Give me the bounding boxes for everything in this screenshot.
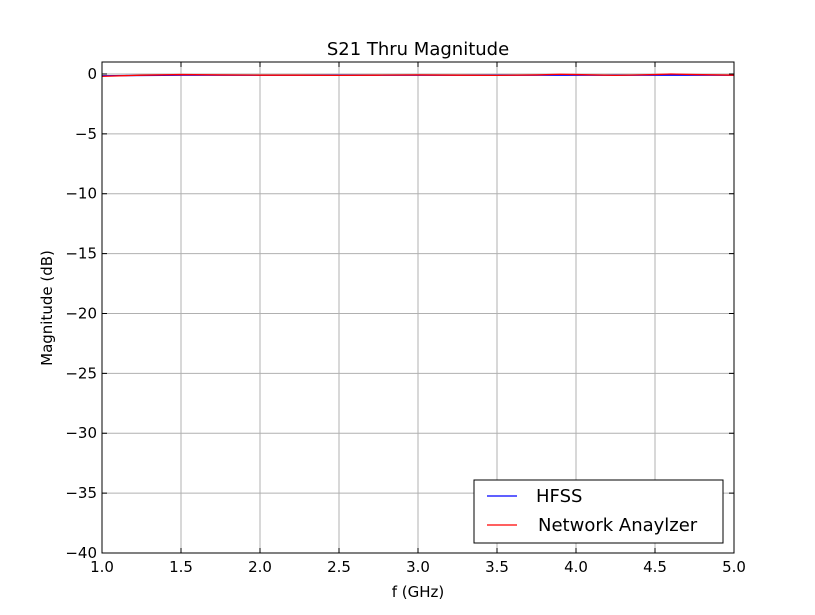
x-axis-label: f (GHz) bbox=[392, 583, 445, 601]
y-tick-label: −15 bbox=[65, 245, 97, 263]
y-axis-label: Magnitude (dB) bbox=[38, 250, 56, 366]
legend-box bbox=[473, 479, 724, 544]
legend: HFSS Network Anaylzer bbox=[473, 479, 724, 544]
x-tick-label: 2.0 bbox=[248, 558, 272, 576]
y-tick-label: −20 bbox=[65, 304, 97, 322]
series-layer bbox=[101, 73, 735, 78]
grid bbox=[101, 62, 735, 554]
x-tick-label: 3.0 bbox=[406, 558, 430, 576]
y-tick-label: −5 bbox=[75, 125, 97, 143]
ticks: 1.0 1.5 2.0 2.5 3.0 3.5 4.0 4.5 5.0 0 −5 −10 −15 −20 −… bbox=[65, 62, 746, 576]
y-tick-label: −25 bbox=[65, 364, 97, 382]
y-tick-label: −35 bbox=[65, 484, 97, 502]
x-tick-label: 4.0 bbox=[564, 558, 588, 576]
x-tick-label: 5.0 bbox=[722, 558, 746, 576]
x-tick-label: 1.5 bbox=[169, 558, 193, 576]
x-tick-label: 1.0 bbox=[90, 558, 114, 576]
y-tick-label: −10 bbox=[65, 185, 97, 203]
y-tick-label: −30 bbox=[65, 424, 97, 442]
y-tick-label: 0 bbox=[87, 65, 97, 83]
x-tick-label: 4.5 bbox=[643, 558, 667, 576]
series-line-1 bbox=[101, 73, 735, 78]
legend-label-network-analyzer: Network Anaylzer bbox=[538, 515, 698, 536]
legend-label-hfss: HFSS bbox=[536, 486, 582, 507]
chart-title: S21 Thru Magnitude bbox=[327, 39, 509, 60]
y-tick-label: −40 bbox=[65, 544, 97, 562]
x-tick-label: 3.5 bbox=[485, 558, 509, 576]
x-tick-label: 2.5 bbox=[327, 558, 351, 576]
